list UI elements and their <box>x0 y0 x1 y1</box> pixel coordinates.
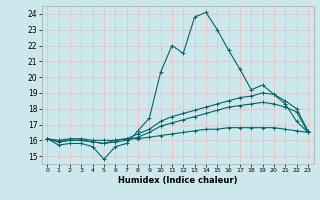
X-axis label: Humidex (Indice chaleur): Humidex (Indice chaleur) <box>118 176 237 185</box>
